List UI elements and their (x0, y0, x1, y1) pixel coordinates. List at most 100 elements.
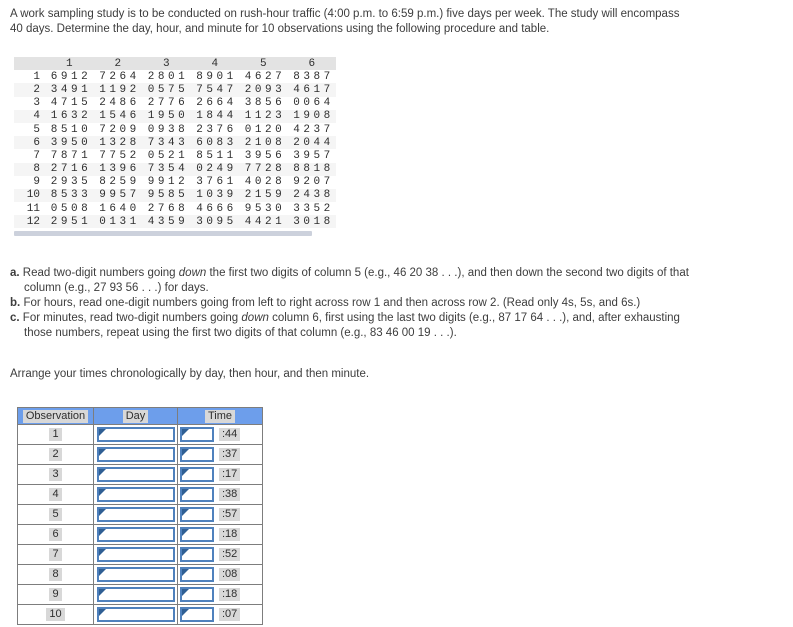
random-table-row: 2 3491 1192 0575 7547 2093 4617 (14, 83, 336, 97)
day-input[interactable] (97, 567, 175, 582)
observation-row: 4:38 (17, 484, 263, 505)
random-table-row: 10 8533 9957 9585 1039 2159 2438 (14, 188, 336, 203)
minute-label: :52 (219, 548, 241, 561)
time-input[interactable] (180, 487, 214, 502)
random-number-cell: 2951 (45, 215, 94, 229)
random-number-cell: 8533 (45, 188, 94, 203)
random-table-row: 1 6912 7264 2801 8901 4627 8387 (14, 70, 336, 83)
minute-label: :37 (219, 448, 241, 461)
random-number-cell: 0575 (142, 83, 191, 97)
random-number-cell: 7752 (99, 149, 140, 162)
random-table-header-row: 1 2 3 4 5 6 (14, 57, 336, 71)
observation-table-container: Observation Day Time 1:44 2:37 3:17 4:38 5:5… (17, 407, 263, 625)
random-number-cell: 0131 (93, 215, 142, 229)
random-number-cell: 1844 (190, 109, 239, 123)
col-header-6: 6 (287, 57, 336, 71)
random-number-cell: 4617 (287, 83, 336, 97)
time-input[interactable] (180, 527, 214, 542)
random-number-cell: 3491 (45, 83, 94, 97)
observation-header-row: Observation Day Time (17, 407, 263, 425)
time-cell: :52 (177, 544, 263, 565)
random-number-cell: 6083 (190, 136, 239, 150)
observation-row: 10:07 (17, 604, 263, 625)
random-number-cell: 1632 (45, 109, 94, 123)
day-input[interactable] (97, 507, 175, 522)
random-number-cell: 3095 (190, 215, 239, 229)
random-number-table-container: 1 2 3 4 5 6 1 6912 7264 2801 8901 4627 8387 2 34… (14, 57, 336, 229)
observation-table: Observation Day Time 1:44 2:37 3:17 4:38 5:5… (17, 407, 263, 625)
time-input[interactable] (180, 507, 214, 522)
random-number-cell: 3352 (293, 202, 334, 215)
observation-number: 8 (49, 568, 62, 581)
time-input[interactable] (180, 567, 214, 582)
random-number-cell: 3950 (45, 136, 94, 150)
observation-row: 7:52 (17, 544, 263, 565)
day-input[interactable] (97, 527, 175, 542)
time-header-label: Time (204, 409, 236, 423)
row-number: 3 (33, 97, 40, 110)
random-number-cell: 1039 (190, 188, 239, 203)
time-cell: :18 (177, 524, 263, 545)
observation-number: 6 (49, 528, 62, 541)
minute-label: :08 (219, 568, 241, 581)
random-number-cell: 2716 (45, 162, 94, 176)
random-number-cell: 4028 (244, 176, 286, 189)
random-number-cell: 7354 (142, 162, 191, 176)
answer-marker-icon (182, 489, 189, 496)
random-number-cell: 9207 (293, 176, 334, 189)
time-input[interactable] (180, 427, 214, 442)
item-a-label: a. (10, 267, 20, 279)
answer-marker-icon (99, 469, 106, 476)
random-number-cell: 1908 (287, 109, 336, 123)
time-input[interactable] (180, 547, 214, 562)
time-input[interactable] (180, 467, 214, 482)
answer-marker-icon (99, 429, 106, 436)
corner-cell (14, 57, 45, 71)
procedure-item-a: a. Read two-digit numbers going down the… (10, 266, 689, 281)
answer-marker-icon (182, 589, 189, 596)
random-number-cell: 2438 (287, 188, 336, 203)
random-number-cell: 2776 (147, 97, 189, 110)
day-cell (93, 524, 178, 545)
day-input[interactable] (97, 587, 175, 602)
row-number: 9 (33, 176, 40, 189)
day-input[interactable] (97, 467, 175, 482)
minute-label: :18 (219, 528, 241, 541)
minute-label: :18 (219, 588, 241, 601)
answer-marker-icon (182, 469, 189, 476)
day-cell (93, 604, 178, 625)
random-table-row: 3 4715 2486 2776 2664 3856 0064 (14, 97, 336, 110)
answer-marker-icon (182, 429, 189, 436)
random-number-cell: 2159 (239, 188, 288, 203)
time-input[interactable] (180, 587, 214, 602)
item-a-text-cont: the first two digits of column 5 (e.g., … (206, 267, 689, 279)
day-input[interactable] (97, 487, 175, 502)
item-c-text: For minutes, read two-digit numbers goin… (22, 312, 242, 324)
random-number-cell: 2093 (239, 83, 288, 97)
random-number-cell: 1640 (99, 202, 140, 215)
random-number-cell: 2768 (147, 202, 189, 215)
random-number-cell: 4715 (50, 97, 92, 110)
day-input[interactable] (97, 447, 175, 462)
random-number-cell: 1123 (239, 109, 288, 123)
random-table-row: 12 2951 0131 4359 3095 4421 3018 (14, 215, 336, 229)
table-horizontal-scrollbar[interactable] (14, 231, 312, 236)
random-number-cell: 9957 (93, 188, 142, 203)
row-number: 4 (14, 109, 45, 123)
item-b-text: For hours, read one-digit numbers going … (23, 297, 641, 309)
observation-number-cell: 1 (17, 424, 94, 445)
time-input[interactable] (180, 607, 214, 622)
col-header-5: 5 (239, 57, 288, 71)
day-input[interactable] (97, 547, 175, 562)
random-number-cell: 0508 (50, 202, 92, 215)
time-input[interactable] (180, 447, 214, 462)
procedure-item-c: c. For minutes, read two-digit numbers g… (10, 311, 689, 326)
problem-statement-line2: 40 days. Determine the day, hour, and mi… (10, 23, 550, 35)
day-input[interactable] (97, 607, 175, 622)
time-cell: :18 (177, 584, 263, 605)
random-number-cell: 3957 (293, 149, 334, 162)
day-input[interactable] (97, 427, 175, 442)
observation-row: 3:17 (17, 464, 263, 485)
observation-number: 10 (46, 608, 65, 621)
random-number-cell: 1396 (93, 162, 142, 176)
